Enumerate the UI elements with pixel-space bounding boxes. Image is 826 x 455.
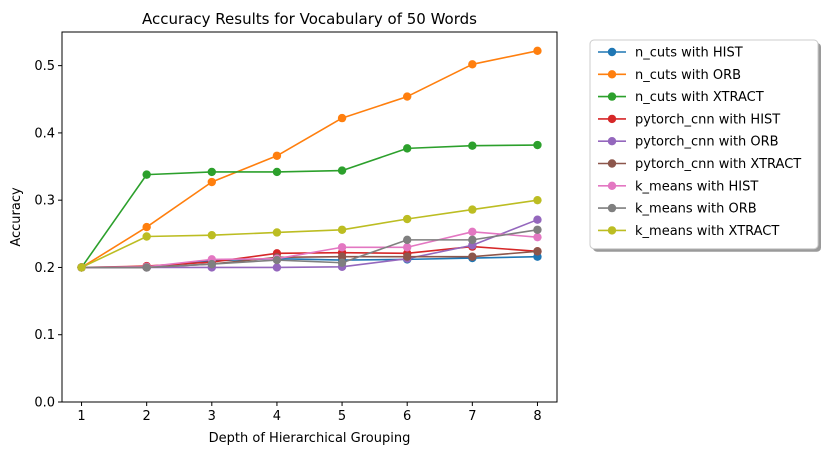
legend-item: pytorch_cnn with XTRACT bbox=[598, 157, 801, 172]
data-point bbox=[337, 113, 347, 123]
y-tick-label: 0.0 bbox=[34, 396, 55, 411]
legend-box bbox=[589, 39, 819, 250]
chart-title: Accuracy Results for Vocabulary of 50 Wo… bbox=[142, 10, 477, 28]
data-point bbox=[468, 205, 477, 214]
data-point bbox=[533, 215, 542, 224]
plot-area bbox=[77, 46, 542, 272]
series-line bbox=[81, 199, 538, 269]
legend-item: k_means with ORB bbox=[598, 202, 757, 217]
data-point bbox=[207, 177, 217, 187]
data-point bbox=[402, 235, 412, 245]
data-point bbox=[272, 228, 282, 237]
data-point bbox=[207, 167, 217, 177]
y-axis-label: Accuracy bbox=[9, 187, 24, 247]
legend-marker bbox=[607, 181, 617, 190]
legend: n_cuts with HIST n_cuts with ORB n_cuts wi… bbox=[589, 39, 821, 252]
legend-item: k_means with XTRACT bbox=[598, 224, 779, 239]
y-tick-label: 0.3 bbox=[34, 194, 55, 209]
legend-marker bbox=[607, 203, 617, 213]
data-point bbox=[207, 259, 217, 269]
data-point bbox=[402, 144, 412, 153]
x-tick-label: 5 bbox=[338, 409, 346, 424]
data-point bbox=[207, 230, 217, 240]
data-point bbox=[77, 263, 86, 272]
series-k-means-with-xtract bbox=[77, 195, 542, 272]
legend-label: n_cuts with HIST bbox=[635, 46, 743, 61]
legend-marker bbox=[607, 92, 617, 101]
data-point bbox=[337, 243, 347, 252]
data-point bbox=[337, 258, 347, 267]
legend-label: k_means with ORB bbox=[635, 202, 757, 217]
series-line bbox=[80, 144, 538, 268]
legend-label: k_means with HIST bbox=[635, 179, 758, 194]
x-tick-label: 3 bbox=[208, 409, 216, 424]
data-point bbox=[533, 225, 542, 234]
data-point bbox=[272, 167, 282, 177]
series-line bbox=[81, 231, 538, 269]
data-point bbox=[533, 247, 542, 256]
x-axis-label: Depth of Hierarchical Grouping bbox=[209, 431, 411, 446]
series-line bbox=[81, 228, 538, 269]
x-tick-label: 8 bbox=[533, 409, 541, 424]
data-point bbox=[402, 243, 412, 252]
legend-item: n_cuts with ORB bbox=[598, 68, 741, 83]
legend-marker bbox=[607, 47, 617, 57]
data-point bbox=[402, 92, 412, 101]
y-tick-label: 0.4 bbox=[34, 126, 55, 141]
data-point bbox=[468, 235, 477, 245]
data-point bbox=[142, 170, 151, 179]
x-tick-label: 1 bbox=[77, 409, 85, 424]
series-line bbox=[81, 50, 538, 269]
y-tick-label: 0.5 bbox=[34, 59, 55, 74]
legend-label: pytorch_cnn with XTRACT bbox=[635, 157, 801, 172]
legend-marker bbox=[607, 226, 617, 235]
data-point bbox=[468, 252, 477, 261]
data-point bbox=[142, 263, 151, 272]
data-point bbox=[468, 141, 477, 150]
data-point bbox=[272, 263, 282, 272]
y-tick-label: 0.2 bbox=[34, 261, 55, 276]
legend-item: pytorch_cnn with ORB bbox=[598, 135, 779, 150]
legend-label: pytorch_cnn with ORB bbox=[635, 135, 779, 150]
legend-marker bbox=[607, 70, 617, 79]
legend-marker bbox=[607, 114, 617, 124]
data-point bbox=[402, 252, 412, 261]
x-tick-label: 2 bbox=[143, 409, 151, 424]
legend-marker bbox=[607, 137, 617, 146]
data-point bbox=[272, 255, 282, 265]
data-point bbox=[533, 232, 542, 242]
legend-item: pytorch_cnn with HIST bbox=[598, 112, 780, 127]
data-point bbox=[142, 222, 151, 232]
data-point bbox=[533, 140, 542, 150]
data-point bbox=[337, 225, 347, 234]
data-point bbox=[337, 252, 347, 261]
data-point bbox=[272, 151, 282, 160]
data-point bbox=[533, 195, 542, 205]
legend-label: n_cuts with XTRACT bbox=[635, 90, 764, 105]
legend-marker bbox=[607, 159, 617, 168]
data-point bbox=[142, 232, 151, 241]
data-point bbox=[468, 227, 477, 236]
x-tick-label: 7 bbox=[468, 409, 476, 424]
legend-item: k_means with HIST bbox=[598, 179, 758, 194]
data-point bbox=[533, 46, 542, 56]
legend-label: k_means with XTRACT bbox=[635, 224, 779, 239]
legend-item: n_cuts with HIST bbox=[598, 46, 743, 61]
legend-label: pytorch_cnn with HIST bbox=[635, 112, 780, 127]
legend-label: n_cuts with ORB bbox=[635, 68, 741, 83]
x-tick-label: 4 bbox=[273, 409, 281, 424]
data-point bbox=[402, 214, 412, 224]
axes: 1 2 3 4 5 6 7 8 0.0 0.1 0.2 0.3 0.4 0.5 bbox=[34, 59, 541, 424]
y-tick-label: 0.1 bbox=[34, 328, 55, 343]
x-tick-label: 6 bbox=[403, 409, 411, 424]
data-point bbox=[337, 166, 347, 175]
plot-frame bbox=[61, 31, 558, 403]
legend-item: n_cuts with XTRACT bbox=[598, 90, 764, 105]
data-point bbox=[468, 60, 477, 69]
